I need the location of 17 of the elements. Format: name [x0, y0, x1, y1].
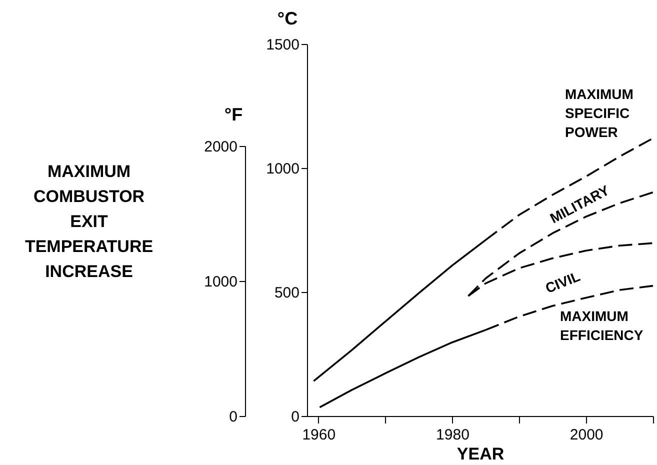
x-tick-label: 1960 — [302, 426, 336, 444]
y2-axis-title: °F — [224, 104, 243, 124]
y-tick-label: 0 — [291, 408, 300, 426]
y2-tick-label: 1000 — [204, 273, 238, 290]
y-tick-label: 1500 — [266, 36, 300, 54]
annotation: MAXIMUM SPECIFIC POWER — [565, 86, 634, 140]
y-tick-label: 1000 — [266, 160, 300, 178]
y2-tick-label: 2000 — [204, 138, 238, 156]
x-tick-label: 1980 — [436, 426, 470, 444]
y-tick-label: 500 — [274, 284, 300, 302]
y-axis-title: °C — [277, 8, 298, 28]
y2-tick-label: 0 — [229, 408, 238, 426]
text: MAXIMUM COMBUSTOR EXIT TEMPERATURE INCREASE — [24, 162, 154, 281]
x-axis-title: YEAR — [456, 444, 504, 464]
x-tick-label: 2000 — [570, 426, 604, 444]
annotation: CIVIL — [543, 268, 583, 296]
annotation: MAXIMUM EFFICIENCY — [560, 308, 644, 343]
